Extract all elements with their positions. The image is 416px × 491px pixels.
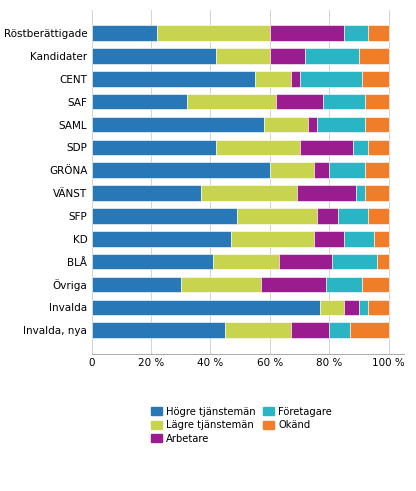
Bar <box>377 254 389 270</box>
Bar <box>297 185 356 201</box>
Bar <box>317 117 365 133</box>
Bar <box>317 208 338 224</box>
Bar <box>92 277 181 292</box>
Bar <box>368 26 389 41</box>
Bar <box>368 300 389 315</box>
Bar <box>356 185 365 201</box>
Bar <box>92 231 231 246</box>
Bar <box>264 117 308 133</box>
Bar <box>344 300 359 315</box>
Bar <box>291 323 329 338</box>
Bar <box>359 300 368 315</box>
Bar <box>365 117 389 133</box>
Bar <box>323 94 365 109</box>
Bar <box>92 94 187 109</box>
Bar <box>344 26 368 41</box>
Bar <box>92 254 213 270</box>
Bar <box>231 231 314 246</box>
Bar <box>213 254 279 270</box>
Bar <box>305 48 359 64</box>
Bar <box>92 71 255 86</box>
Bar <box>92 117 264 133</box>
Bar <box>279 254 332 270</box>
Bar <box>300 71 362 86</box>
Bar <box>255 71 291 86</box>
Bar <box>365 163 389 178</box>
Bar <box>314 231 344 246</box>
Bar <box>374 231 389 246</box>
Bar <box>350 323 389 338</box>
Bar <box>92 163 270 178</box>
Bar <box>332 254 377 270</box>
Bar <box>92 208 237 224</box>
Bar <box>237 208 317 224</box>
Bar <box>92 323 225 338</box>
Bar <box>308 117 317 133</box>
Bar <box>157 26 270 41</box>
Bar <box>92 48 216 64</box>
Bar <box>362 71 389 86</box>
Bar <box>314 163 329 178</box>
Bar <box>187 94 276 109</box>
Bar <box>338 208 368 224</box>
Bar <box>365 94 389 109</box>
Bar <box>276 94 323 109</box>
Bar <box>362 277 389 292</box>
Bar <box>300 139 353 155</box>
Bar <box>368 139 389 155</box>
Bar <box>329 163 365 178</box>
Bar <box>365 185 389 201</box>
Bar <box>181 277 261 292</box>
Bar <box>261 277 326 292</box>
Bar <box>353 139 368 155</box>
Bar <box>92 139 216 155</box>
Bar <box>368 208 389 224</box>
Bar <box>225 323 291 338</box>
Bar <box>201 185 297 201</box>
Bar <box>270 163 314 178</box>
Bar <box>216 139 300 155</box>
Bar <box>329 323 350 338</box>
Bar <box>326 277 362 292</box>
Bar <box>92 185 201 201</box>
Bar <box>216 48 270 64</box>
Bar <box>92 26 157 41</box>
Bar <box>92 300 320 315</box>
Bar <box>270 48 305 64</box>
Bar <box>344 231 374 246</box>
Bar <box>320 300 344 315</box>
Legend: Högre tjänstemän, Lägre tjänstemän, Arbetare, Företagare, Okänd: Högre tjänstemän, Lägre tjänstemän, Arbe… <box>151 407 332 444</box>
Bar <box>291 71 300 86</box>
Bar <box>270 26 344 41</box>
Bar <box>359 48 389 64</box>
